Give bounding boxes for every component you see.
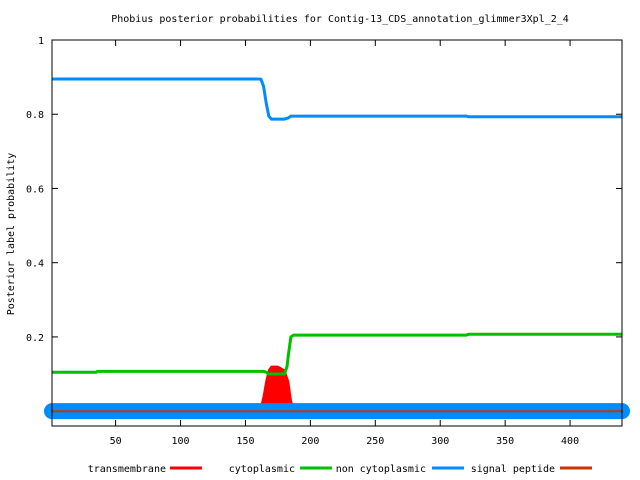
plot-frame bbox=[51, 39, 623, 427]
x-tick-label: 50 bbox=[110, 436, 122, 447]
series-cytoplasmic-line bbox=[52, 332, 622, 376]
y-axis-label: Posterior label probability bbox=[6, 153, 17, 316]
legend-label-transmembrane: transmembrane bbox=[88, 464, 166, 475]
plot-layer bbox=[44, 77, 630, 420]
x-tick-label: 300 bbox=[431, 436, 449, 447]
x-tick-label: 100 bbox=[172, 436, 190, 447]
y-tick-label: 0.8 bbox=[26, 110, 44, 121]
legend-label-cytoplasmic: cytoplasmic bbox=[229, 464, 295, 475]
x-tick-label: 250 bbox=[366, 436, 384, 447]
legend-label-signal-peptide: signal peptide bbox=[471, 464, 555, 475]
chart-title: Phobius posterior probabilities for Cont… bbox=[111, 14, 569, 25]
legend: transmembrane cytoplasmic non cytoplasmic s… bbox=[88, 464, 592, 475]
x-tick-label: 350 bbox=[496, 436, 514, 447]
y-tick-label: 1 bbox=[38, 36, 44, 47]
y-tick-label: 0.6 bbox=[26, 184, 44, 195]
y-tick-label: 0.2 bbox=[26, 333, 44, 344]
ticks-layer: 50 100 150 200 250 300 350 400 0.2 0.4 0.6 0.8 1 bbox=[26, 36, 622, 447]
series-non-cytoplasmic-line bbox=[52, 77, 622, 121]
y-tick-label: 0.4 bbox=[26, 259, 44, 270]
x-tick-label: 400 bbox=[561, 436, 579, 447]
legend-label-non-cytoplasmic: non cytoplasmic bbox=[336, 464, 426, 475]
x-tick-label: 200 bbox=[301, 436, 319, 447]
x-tick-label: 150 bbox=[236, 436, 254, 447]
